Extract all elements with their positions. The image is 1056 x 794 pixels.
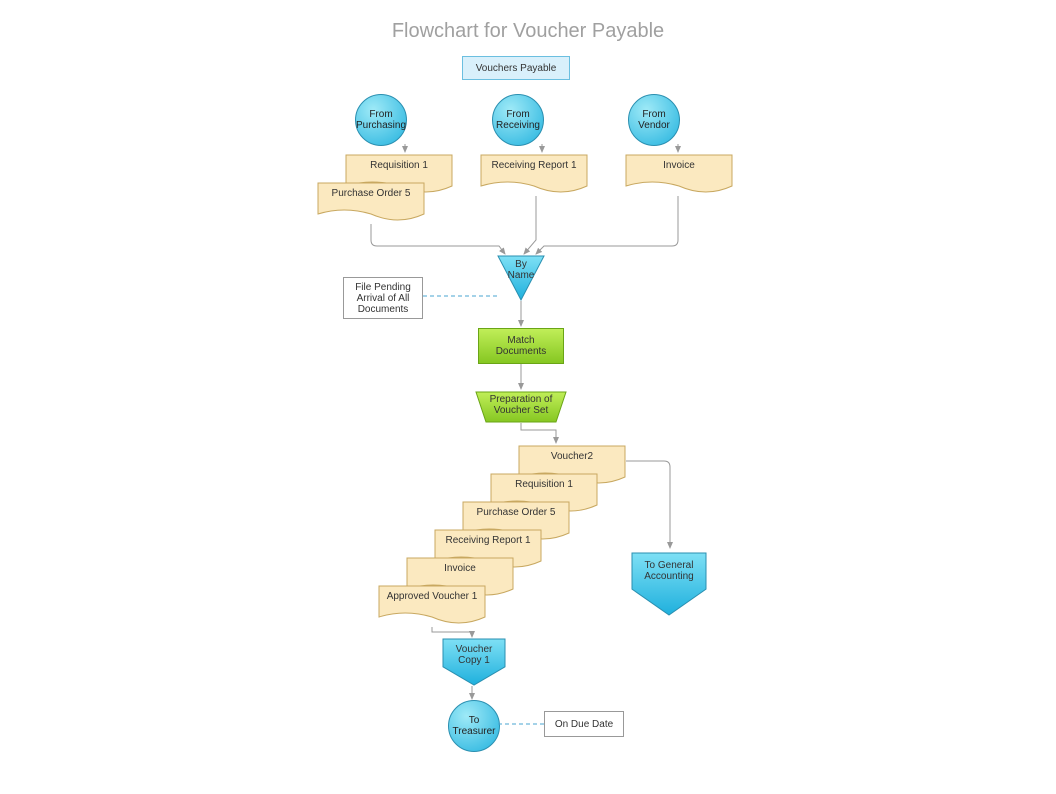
prep-label: Preparation of Voucher Set [475,394,567,416]
merge-by-name: By Name [497,255,545,301]
flowchart-canvas: Flowchart for Voucher Payable Vouchers P… [0,0,1056,794]
document-label: Receiving Report 1 [480,160,588,171]
genacct-label: To General Accounting [631,560,707,582]
header-label: Vouchers Payable [476,63,557,74]
document-label: Receiving Report 1 [434,535,542,546]
document-label: Invoice [625,160,733,171]
document-c-av1: Approved Voucher 1 [378,585,486,625]
connector-label: From Purchasing [356,109,406,131]
offpage-general-accounting: To General Accounting [631,552,707,616]
connector-to-treasurer: To Treasurer [448,700,500,752]
annotation-label: File Pending Arrival of All Documents [355,282,411,315]
document-doc-po5: Purchase Order 5 [317,182,425,222]
match-label: Match Documents [496,335,547,357]
document-label: Invoice [406,563,514,574]
treasurer-label: To Treasurer [453,715,496,737]
document-label: Requisition 1 [490,479,598,490]
document-doc-rr1: Receiving Report 1 [480,154,588,194]
offpage-voucher-copy: Voucher Copy 1 [442,638,506,686]
connector-src-purchasing: From Purchasing [355,94,407,146]
header-vouchers-payable: Vouchers Payable [462,56,570,80]
document-label: Approved Voucher 1 [378,591,486,602]
vcopy-label: Voucher Copy 1 [442,644,506,666]
connector-label: From Receiving [496,109,540,131]
ondue-label: On Due Date [555,719,613,730]
annotation-on-due-date: On Due Date [544,711,624,737]
connector-label: From Vendor [638,109,670,131]
process-preparation-voucher-set: Preparation of Voucher Set [475,391,567,423]
document-doc-inv: Invoice [625,154,733,194]
connector-src-receiving: From Receiving [492,94,544,146]
connector-src-vendor: From Vendor [628,94,680,146]
process-match-documents: Match Documents [478,328,564,364]
document-label: Voucher2 [518,451,626,462]
document-label: Purchase Order 5 [462,507,570,518]
chart-title: Flowchart for Voucher Payable [0,20,1056,43]
byname-label: By Name [497,259,545,281]
document-label: Purchase Order 5 [317,188,425,199]
document-label: Requisition 1 [345,160,453,171]
annotation-file-pending: File Pending Arrival of All Documents [343,277,423,319]
